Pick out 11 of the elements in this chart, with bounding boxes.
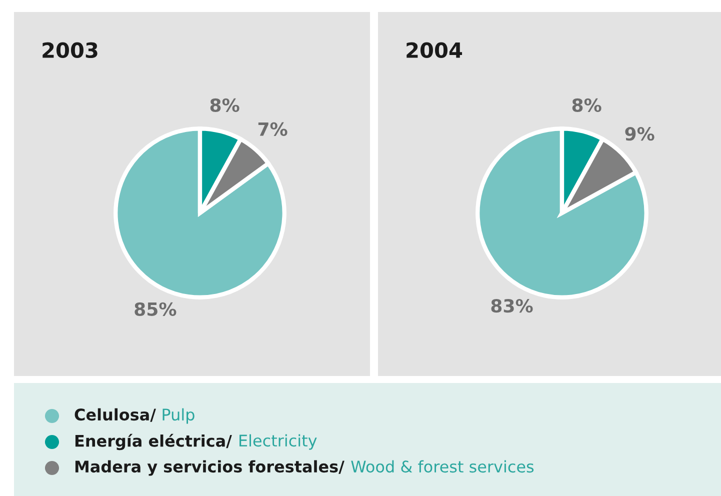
data-label: 9% [625, 127, 654, 141]
legend-label: Energía eléctrica/ Electricity [75, 434, 317, 450]
data-label: 8% [572, 98, 602, 112]
chart-title: 2003 [42, 42, 98, 58]
data-label: 8% [210, 98, 240, 112]
data-label: 83% [491, 298, 533, 313]
legend-label: Madera y servicios forestales/ Wood & forest services [75, 460, 534, 476]
data-label: 7% [258, 122, 288, 136]
data-label: 85% [134, 302, 176, 316]
legend-label: Celulosa/ Pulp [74, 408, 194, 424]
chart-title: 2004 [406, 42, 462, 58]
